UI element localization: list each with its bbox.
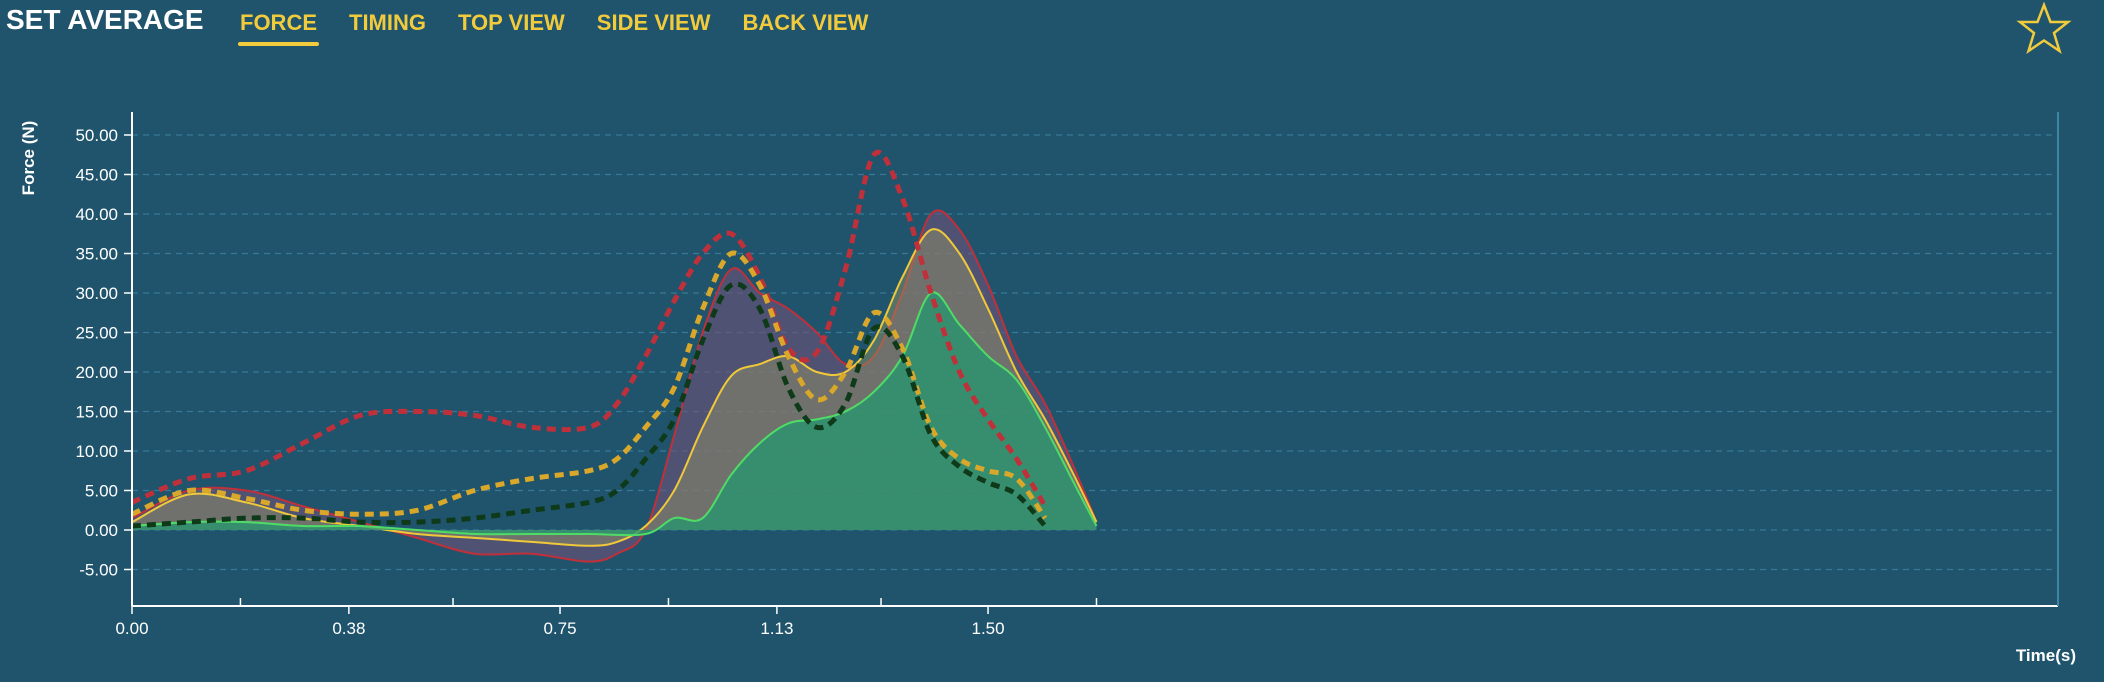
x-tick-label: 0.00	[115, 619, 148, 638]
y-tick-label: 40.00	[75, 205, 118, 224]
area-series	[131, 209, 1098, 563]
series-dashed-red	[131, 149, 1048, 508]
y-tick-label: 25.00	[75, 324, 118, 343]
x-tick-label: 0.38	[332, 619, 365, 638]
y-tick-label: 35.00	[75, 245, 118, 264]
grid-lines	[132, 134, 2058, 571]
y-tick-label: 30.00	[75, 284, 118, 303]
x-tick-label: 1.50	[972, 619, 1005, 638]
y-tick-label: 15.00	[75, 403, 118, 422]
series-area-green	[132, 292, 1097, 536]
tab-side-view[interactable]: SIDE VIEW	[596, 10, 711, 35]
y-tick-label: 0.00	[85, 521, 118, 540]
series-dashed-dashed_yellow	[130, 250, 1048, 520]
y-tick-label: -5.00	[79, 561, 118, 580]
y-axis-label: Force (N)	[19, 121, 38, 196]
y-tick-label: 10.00	[75, 442, 118, 461]
series-line-green	[131, 291, 1098, 537]
tab-bar: FORCE TIMING TOP VIEW SIDE VIEW BACK VIE…	[238, 0, 900, 48]
x-axis-label: Time(s)	[2016, 646, 2076, 665]
series-dashed-dark_green	[131, 281, 1047, 529]
x-tick-label: 0.75	[543, 619, 576, 638]
y-tick-label: 20.00	[75, 363, 118, 382]
tab-back-view[interactable]: BACK VIEW	[742, 10, 869, 35]
y-tick-label: 50.00	[75, 126, 118, 145]
dashed-series	[130, 149, 1048, 529]
page-title: SET AVERAGE	[6, 4, 204, 35]
y-tick-label: 5.00	[85, 482, 118, 501]
axes: 50.00 45.00 40.00 35.00 30.00 25.00 20.00 15.00…	[75, 112, 2059, 638]
tab-timing[interactable]: TIMING	[349, 10, 426, 35]
tab-force[interactable]: FORCE	[238, 0, 319, 46]
star-outline-icon[interactable]	[2016, 2, 2072, 58]
x-tick-label: 1.13	[760, 619, 793, 638]
tab-top-view[interactable]: TOP VIEW	[458, 10, 565, 35]
y-tick-label: 45.00	[75, 166, 118, 185]
